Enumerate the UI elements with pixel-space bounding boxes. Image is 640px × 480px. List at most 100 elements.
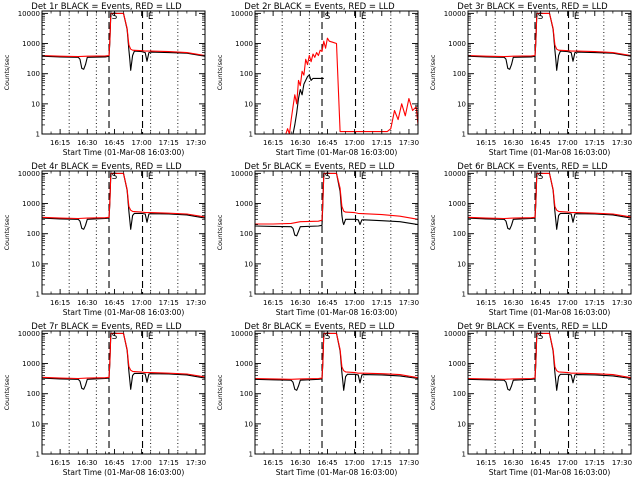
y-tick-label: 100 (27, 390, 40, 398)
y-axis-label: Counts/sec (429, 54, 437, 90)
x-tick-label: 17:30 (399, 459, 419, 467)
x-tick-label: 17:15 (159, 139, 179, 147)
detector-panel-3: Det 3r BLACK = Events, RED = LLD Counts/s… (426, 0, 639, 160)
chart-title: Det 9r BLACK = Events, RED = LLD (457, 322, 608, 332)
marker-label-s: S (538, 332, 544, 342)
x-tick-label: 17:30 (612, 459, 632, 467)
series-group (42, 12, 205, 71)
detector-chart-9: Det 9r BLACK = Events, RED = LLD Counts/s… (429, 322, 632, 477)
y-tick-label: 1 (249, 291, 253, 299)
y-axis-label: Counts/sec (3, 374, 11, 410)
detector-panel-5: Det 5r BLACK = Events, RED = LLD Counts/s… (213, 160, 426, 320)
y-axis-label: Counts/sec (216, 374, 224, 410)
detector-panel-6: Det 6r BLACK = Events, RED = LLD Counts/s… (426, 160, 639, 320)
y-tick-label: 10 (244, 100, 253, 108)
y-tick-label: 1000 (448, 200, 466, 208)
chart-title: Det 5r BLACK = Events, RED = LLD (244, 162, 395, 172)
detector-panel-1: Det 1r BLACK = Events, RED = LLD Counts/s… (0, 0, 213, 160)
y-tick-label: 100 (453, 230, 466, 238)
y-tick-label: 1 (36, 291, 40, 299)
chart-title: Det 3r BLACK = Events, RED = LLD (457, 2, 608, 12)
x-tick-label: 17:00 (345, 139, 365, 147)
x-tick-label: 17:00 (132, 459, 152, 467)
x-tick-label: 17:15 (585, 299, 605, 307)
plot-frame (467, 10, 632, 135)
x-axis-label: Start Time (01-Mar-08 16:03:00) (63, 148, 185, 157)
series-group (285, 37, 418, 134)
y-tick-label: 10 (31, 420, 40, 428)
x-axis-label: Start Time (01-Mar-08 16:03:00) (63, 468, 185, 477)
detector-chart-4: Det 4r BLACK = Events, RED = LLD Counts/s… (3, 162, 206, 317)
x-tick-label: 16:30 (503, 459, 523, 467)
y-tick-label: 10000 (231, 170, 253, 178)
y-tick-label: 1 (462, 291, 466, 299)
plot-frame (41, 330, 206, 455)
y-tick-label: 100 (453, 390, 466, 398)
y-tick-label: 100 (240, 70, 253, 78)
x-tick-label: 17:30 (186, 139, 206, 147)
series-line-events (468, 172, 631, 230)
series-line-lld (255, 332, 418, 380)
x-tick-label: 17:15 (372, 139, 392, 147)
y-tick-label: 1 (249, 131, 253, 139)
x-tick-label: 17:30 (186, 459, 206, 467)
x-tick-label: 16:30 (77, 139, 97, 147)
y-tick-label: 10000 (444, 330, 466, 338)
y-axis-label: Counts/sec (216, 214, 224, 250)
plot-frame (254, 170, 419, 295)
y-tick-label: 10 (457, 100, 466, 108)
x-tick-label: 16:15 (50, 459, 70, 467)
series-line-events (468, 12, 631, 71)
x-tick-label: 16:30 (290, 139, 310, 147)
x-tick-label: 16:15 (50, 299, 70, 307)
y-tick-label: 10000 (18, 330, 40, 338)
y-tick-label: 1000 (448, 40, 466, 48)
detector-chart-5: Det 5r BLACK = Events, RED = LLD Counts/s… (216, 162, 419, 317)
y-tick-label: 1 (462, 131, 466, 139)
x-tick-label: 17:00 (345, 459, 365, 467)
y-tick-label: 10 (457, 260, 466, 268)
plot-frame (467, 330, 632, 455)
marker-label-e: E (361, 172, 367, 182)
x-tick-label: 16:45 (104, 299, 124, 307)
marker-label-e: E (148, 332, 154, 342)
x-tick-label: 17:00 (132, 139, 152, 147)
x-tick-label: 16:45 (317, 299, 337, 307)
x-tick-label: 16:45 (104, 139, 124, 147)
x-tick-label: 17:30 (186, 299, 206, 307)
x-tick-label: 17:15 (372, 459, 392, 467)
y-tick-label: 1000 (22, 360, 40, 368)
marker-label-e: E (361, 332, 367, 342)
x-tick-label: 16:15 (263, 139, 283, 147)
marker-label-s: S (325, 332, 331, 342)
y-tick-label: 1000 (235, 360, 253, 368)
x-axis-label: Start Time (01-Mar-08 16:03:00) (276, 468, 398, 477)
x-tick-label: 16:45 (530, 299, 550, 307)
y-tick-label: 10000 (18, 170, 40, 178)
x-tick-label: 16:15 (50, 139, 70, 147)
plot-frame (254, 330, 419, 455)
y-tick-label: 1000 (235, 200, 253, 208)
x-tick-label: 17:30 (399, 299, 419, 307)
y-tick-label: 10000 (18, 10, 40, 18)
detector-panel-8: Det 8r BLACK = Events, RED = LLD Counts/s… (213, 320, 426, 480)
series-line-events (42, 12, 205, 71)
detector-chart-8: Det 8r BLACK = Events, RED = LLD Counts/s… (216, 322, 419, 477)
chart-title: Det 4r BLACK = Events, RED = LLD (31, 162, 182, 172)
x-tick-label: 17:00 (345, 299, 365, 307)
x-tick-label: 17:30 (612, 299, 632, 307)
series-line-lld (468, 332, 631, 380)
series-line-events (291, 74, 324, 134)
detector-chart-7: Det 7r BLACK = Events, RED = LLD Counts/s… (3, 322, 206, 477)
y-tick-label: 100 (240, 230, 253, 238)
x-tick-label: 16:45 (317, 139, 337, 147)
x-tick-label: 16:15 (263, 299, 283, 307)
marker-label-e: E (574, 12, 580, 22)
x-tick-label: 16:30 (503, 299, 523, 307)
series-line-lld (468, 172, 631, 220)
y-axis-label: Counts/sec (3, 54, 11, 90)
y-tick-label: 100 (27, 230, 40, 238)
detector-panel-7: Det 7r BLACK = Events, RED = LLD Counts/s… (0, 320, 213, 480)
series-group (42, 172, 205, 230)
x-tick-label: 17:30 (612, 139, 632, 147)
